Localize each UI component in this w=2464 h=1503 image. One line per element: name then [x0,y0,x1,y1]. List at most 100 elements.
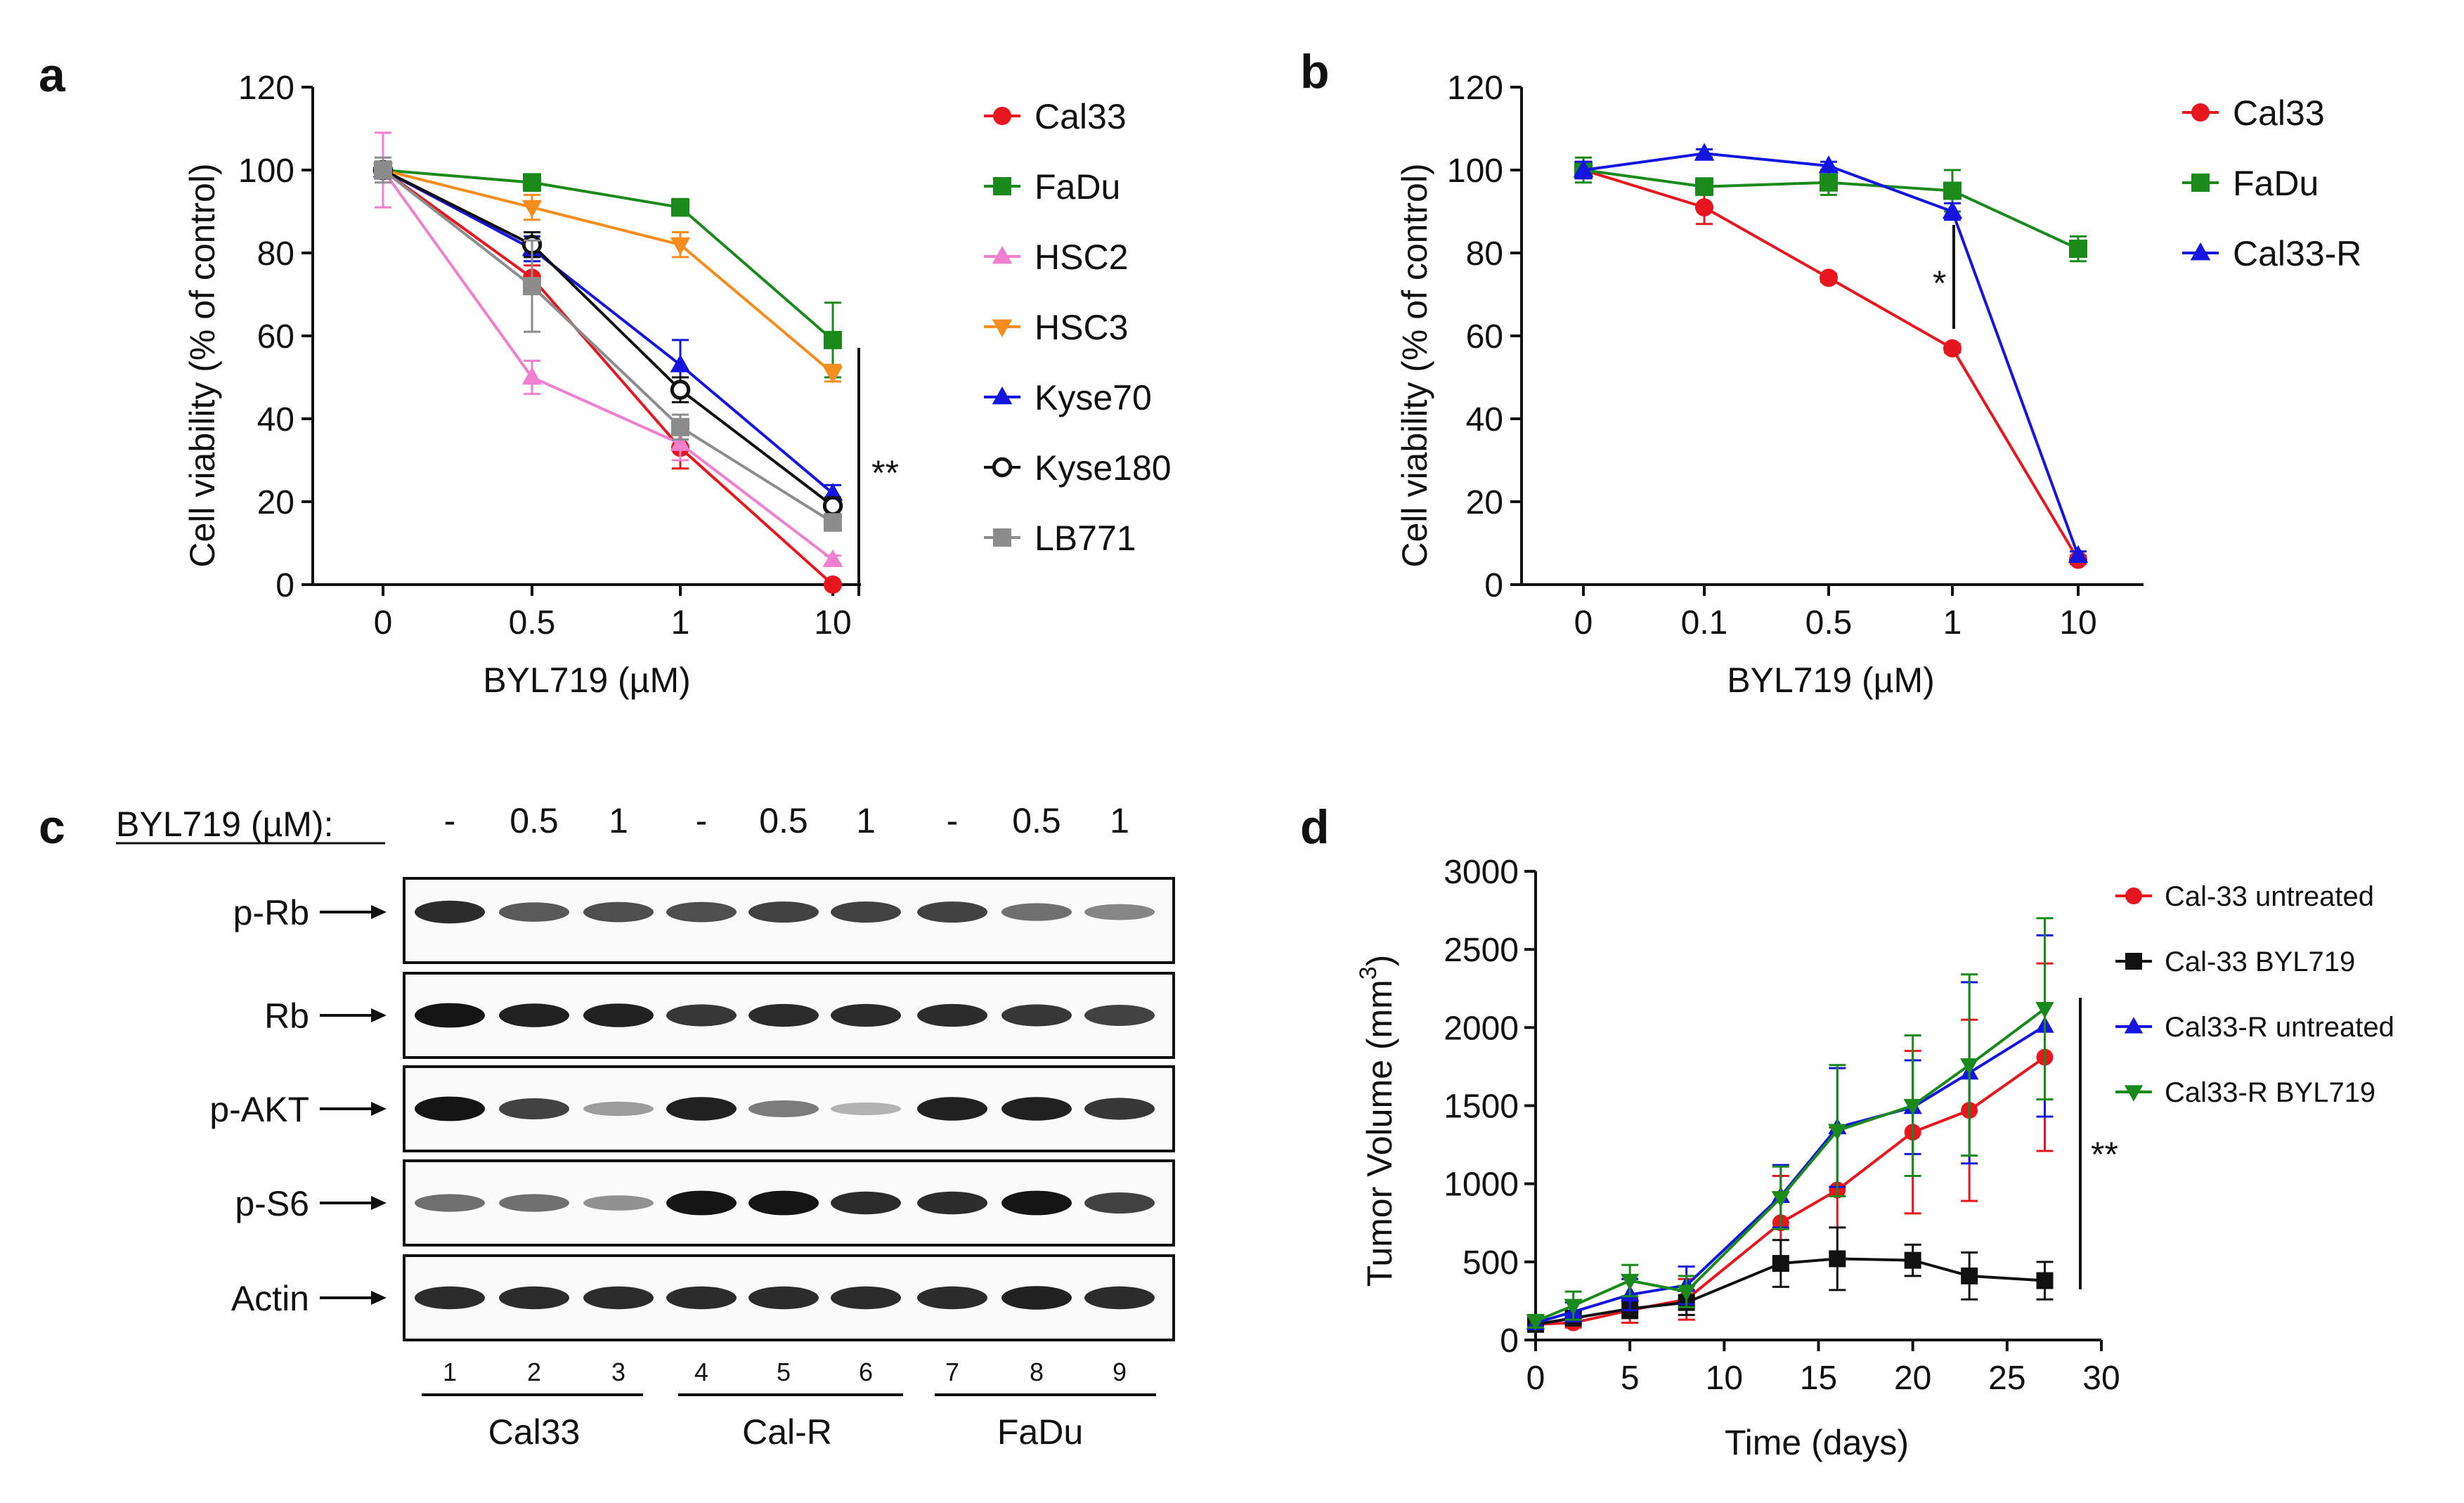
panel-a-point [670,237,691,256]
panel-b-point [1820,268,1838,287]
blot-band [583,1003,654,1027]
panel-a-series-line [382,169,834,375]
panel-d-ylabel-close: ) [1360,955,1399,967]
panel-d-point [1677,1284,1696,1301]
lane-number: 9 [1113,1358,1127,1386]
panel-d-point [1564,1299,1583,1315]
panel-b-point [1943,339,1962,358]
panel-a-xlabel: BYL719 (µM) [483,661,691,700]
arrow-head [371,1196,387,1210]
panel-a-point [824,575,842,594]
panel-d-xtick-label: 5 [1621,1360,1640,1397]
panel-a-point [521,200,543,219]
panel-a-legend-marker [993,107,1011,125]
panel-d-xtick-label: 15 [1800,1360,1837,1397]
group-label: FaDu [997,1412,1083,1452]
dose-label: - [947,801,959,840]
lane-number: 5 [777,1358,791,1386]
panel-a-point [671,417,689,436]
blot-band [1084,904,1155,920]
blot-band [583,1195,654,1211]
panel-d-ytick-label: 2000 [1444,1010,1519,1047]
panel-a-ytick-label: 40 [257,401,294,438]
panel-d-ylabel: Tumor Volume (mm3) [1355,955,1399,1287]
blot-band [666,1097,737,1121]
dose-label: 1 [1110,801,1129,840]
panel-b-point [1942,201,1963,219]
blot-band [1001,1286,1072,1310]
blot-band [415,1194,485,1212]
panel-b-point [1695,198,1713,217]
panel-a-ytick-label: 100 [238,152,294,190]
protein-label: Rb [264,996,309,1036]
lane-number: 3 [611,1358,625,1386]
panel-a-point [824,330,842,349]
dose-label: - [696,801,708,840]
panel-a-legend-marker [992,386,1013,405]
panel-a-series-line [382,169,834,561]
panel-a-point [822,495,843,516]
panel-a-point [670,379,691,400]
panel-d-legend-label: Cal33-R untreated [2165,1012,2394,1043]
panel-a-point [374,161,392,179]
panel-d-point [1526,1314,1545,1332]
panel-c-blot: BYL719 (µM): - 0.5 1 - 0.5 1 - 0.5 1 p-Rb Rb p-AKT p… [116,801,1175,1452]
panel-a-point [822,483,843,501]
arrow-head [371,1291,387,1305]
panel-a-legend-label: LB771 [1035,519,1136,558]
panel-a-point [523,173,541,192]
panel-a-legend-marker [993,528,1011,547]
protein-label: p-AKT [209,1090,309,1129]
panel-b-point [1695,177,1713,196]
panel-d-point [1903,1098,1922,1116]
panel-a-ytick-label: 60 [257,318,294,356]
panel-d-point [1828,1124,1847,1140]
blot-band [1001,1190,1072,1216]
panel-a-series-line [382,169,834,507]
blot-band [748,1100,819,1117]
panel-d-point [1772,1255,1789,1273]
panel-a-xtick-label: 0.5 [509,604,556,642]
panel-d-ytick-label: 3000 [1444,854,1519,891]
panel-b-ytick-label: 40 [1466,401,1503,438]
blot-band [499,1286,569,1310]
blot-band [666,1190,737,1216]
blot-band [748,1286,819,1310]
blot-band [831,902,901,923]
panel-d-ytick-label: 0 [1500,1322,1519,1360]
blot-band [831,1191,901,1215]
panel-d-ytick-label: 1500 [1444,1088,1519,1126]
panel-label-a: a [39,48,66,102]
panel-b-ytick-label: 80 [1466,235,1503,273]
dose-label: 0.5 [510,801,559,840]
blot-band [499,1194,569,1212]
panel-d-significance-label: ** [2091,1135,2118,1174]
lane-number: 7 [945,1358,959,1386]
panel-a-point [670,354,691,372]
panel-b-legend-label: FaDu [2233,164,2319,203]
blot-band [831,1003,901,1027]
blot-band [499,1098,569,1119]
blot-band [748,1190,819,1216]
panel-b-legend-label: Cal33 [2233,93,2325,133]
panel-b-point [1573,160,1594,178]
panel-d-point [1620,1273,1640,1291]
blot-band [1084,1005,1155,1026]
blot-band [831,1102,901,1115]
panel-d-legend-label: Cal-33 untreated [2165,881,2374,912]
panel-a-legend-label: HSC2 [1035,238,1128,277]
panel-a-point [521,367,543,385]
panel-a-chart: Cell viability (% of control) BYL719 (µM… [183,70,1172,700]
blot-band [1001,903,1072,921]
lane-number: 1 [443,1358,457,1386]
blot-band [583,1101,654,1117]
panel-b-legend-marker [2191,174,2210,192]
blot-band [917,902,987,923]
panel-d-xtick-label: 30 [2082,1360,2120,1397]
panel-d-point [2035,1002,2054,1019]
protein-label: p-S6 [235,1184,309,1223]
panel-d-point [2036,1272,2054,1289]
panel-a-ylabel: Cell viability (% of control) [183,163,222,567]
panel-a-point [822,549,843,567]
